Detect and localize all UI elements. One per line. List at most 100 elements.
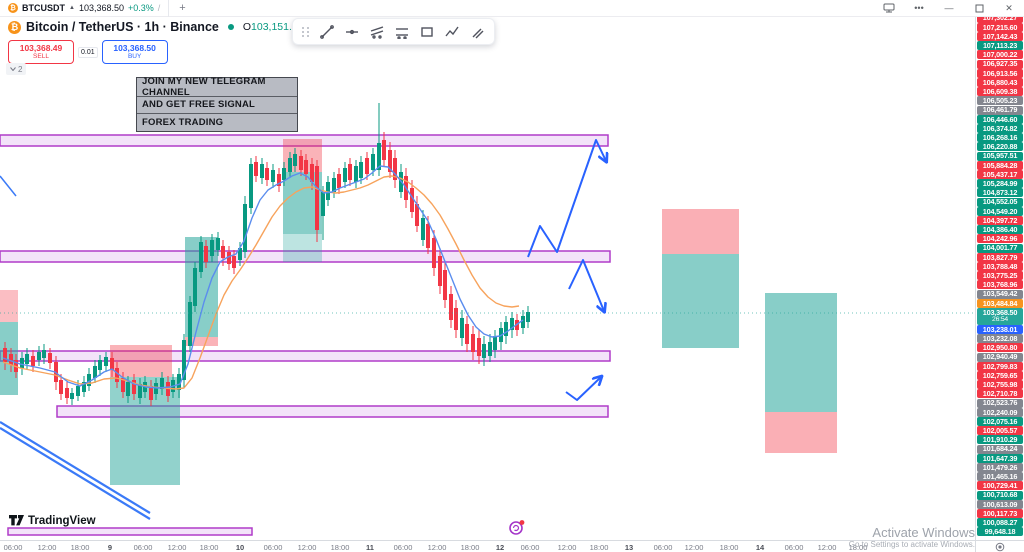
price-label: 104,873.12 <box>977 188 1023 198</box>
close-icon[interactable]: ✕ <box>1005 2 1013 13</box>
resistance-zone <box>56 405 609 418</box>
candle-body <box>216 238 220 250</box>
candle-body <box>65 388 69 398</box>
candle-body <box>93 366 97 378</box>
layout-icon[interactable] <box>874 0 904 17</box>
candle-body <box>510 318 514 330</box>
candle-body <box>288 158 292 172</box>
price-label: 106,374.82 <box>977 123 1023 134</box>
polyline-tool-icon[interactable] <box>444 24 460 40</box>
green-zone-box <box>765 293 837 412</box>
collapse-panel-chip[interactable]: 2 <box>6 63 27 75</box>
candle-body <box>337 174 341 188</box>
candle-body <box>138 384 142 398</box>
price-label: 100,710.68 <box>977 490 1023 500</box>
candle-body <box>482 344 486 358</box>
minimize-icon[interactable]: — <box>944 3 954 13</box>
price-scale[interactable]: 107,302.27 107,215.60 107,142.43 107,113.23… <box>975 0 1024 540</box>
tab-change: +0.3% <box>128 3 154 13</box>
drawing-toolbar <box>292 18 495 45</box>
candle-body <box>348 164 352 180</box>
add-tab-button[interactable]: + <box>179 2 186 14</box>
price-label: 106,446.60 <box>977 114 1023 124</box>
price-label: 102,940.49 <box>977 352 1023 362</box>
trend-line-tool-icon[interactable] <box>319 24 335 40</box>
buy-button[interactable]: 103,368.50 BUY <box>101 40 168 64</box>
price-label: 102,075.16 <box>977 416 1023 427</box>
time-label: 06:00 <box>393 543 413 552</box>
candle-body <box>232 256 236 268</box>
tab-separator: / <box>157 3 161 13</box>
market-open-dot-icon[interactable] <box>227 24 234 30</box>
more-options-icon[interactable]: ••• <box>914 3 924 13</box>
candle-body <box>3 348 7 362</box>
parallel-channel-tool-icon[interactable] <box>369 24 385 40</box>
candle-body <box>393 158 397 180</box>
price-label: 100,088.27 <box>977 518 1023 528</box>
price-label: 106,927.35 <box>977 59 1023 69</box>
price-label: 104,386.40 <box>977 225 1023 235</box>
pink-zone-box <box>0 290 18 322</box>
sell-button[interactable]: 103,368.49 SELL <box>8 40 74 64</box>
up-arrow-icon: ▲ <box>69 5 75 11</box>
maximize-icon[interactable] <box>964 0 994 17</box>
candle-body <box>521 316 525 328</box>
candle-body <box>449 294 453 320</box>
pink-zone-box <box>662 209 739 254</box>
price-label: 104,549.20 <box>977 206 1023 216</box>
candle-body <box>199 242 203 272</box>
candle-body <box>365 158 369 174</box>
replay-icon[interactable] <box>508 519 525 536</box>
time-label: 12:00 <box>817 543 837 552</box>
time-label: 18:00 <box>199 543 219 552</box>
symbol-tab[interactable]: ₿ BTCUSDT ▲ 103,368.50 +0.3% / <box>0 0 170 17</box>
candle-body <box>9 354 13 365</box>
candle-body <box>304 160 308 174</box>
time-label: 18:00 <box>589 543 609 552</box>
candle-body <box>465 324 469 344</box>
time-label: 12:00 <box>684 543 704 552</box>
time-label: 11 <box>366 543 374 552</box>
time-label: 12:00 <box>297 543 317 552</box>
candle-body <box>70 393 74 399</box>
pink-zone-box <box>110 345 172 377</box>
price-label: 107,215.60 <box>977 22 1023 32</box>
candle-body <box>42 350 46 358</box>
price-label: 106,913.56 <box>977 68 1023 78</box>
telegram-note-box[interactable]: JOIN MY NEW TELEGRAM CHANNEL AND GET FRE… <box>136 76 298 132</box>
candle-body <box>260 164 264 178</box>
price-label: 101,647.39 <box>977 453 1023 463</box>
candle-body <box>471 334 475 352</box>
time-label: 9 <box>107 543 113 552</box>
price-label: 105,884.28 <box>977 160 1023 170</box>
candle-body <box>59 380 63 394</box>
time-axis[interactable]: 06:00 12:00 18:00 9 06:00 12:00 18:00 10 06:00 12… <box>0 540 975 552</box>
candle-body <box>415 204 419 226</box>
price-label: 104,242.96 <box>977 234 1023 244</box>
tab-price: 103,368.50 <box>78 3 124 13</box>
flat-channel-tool-icon[interactable] <box>394 24 410 40</box>
symbol-title[interactable]: Bitcoin / TetherUS · 1h · Binance <box>26 20 219 34</box>
scale-settings-icon[interactable] <box>995 542 1005 552</box>
chart-canvas[interactable] <box>0 0 975 540</box>
time-label: 12:00 <box>427 543 447 552</box>
price-label: 103,827.79 <box>977 252 1023 262</box>
rectangle-tool-icon[interactable] <box>419 24 435 40</box>
price-label: 103,549.42 <box>977 289 1023 299</box>
chevron-down-icon <box>10 67 16 71</box>
ma-fast-line <box>2 165 524 389</box>
resistance-zone <box>0 350 611 362</box>
price-label: 101,479.26 <box>977 462 1023 473</box>
candle-body <box>421 218 425 240</box>
candle-body <box>371 154 375 170</box>
time-label: 18:00 <box>460 543 480 552</box>
candle-body <box>526 312 530 322</box>
horizontal-line-tool-icon[interactable] <box>344 24 360 40</box>
time-label: 12:00 <box>557 543 577 552</box>
drag-handle-icon[interactable] <box>302 26 310 37</box>
candle-body <box>504 322 508 336</box>
countdown-timer: 26:54 <box>991 316 1008 324</box>
brush-tool-icon[interactable] <box>469 24 485 40</box>
logo-text: TradingView <box>28 514 96 527</box>
